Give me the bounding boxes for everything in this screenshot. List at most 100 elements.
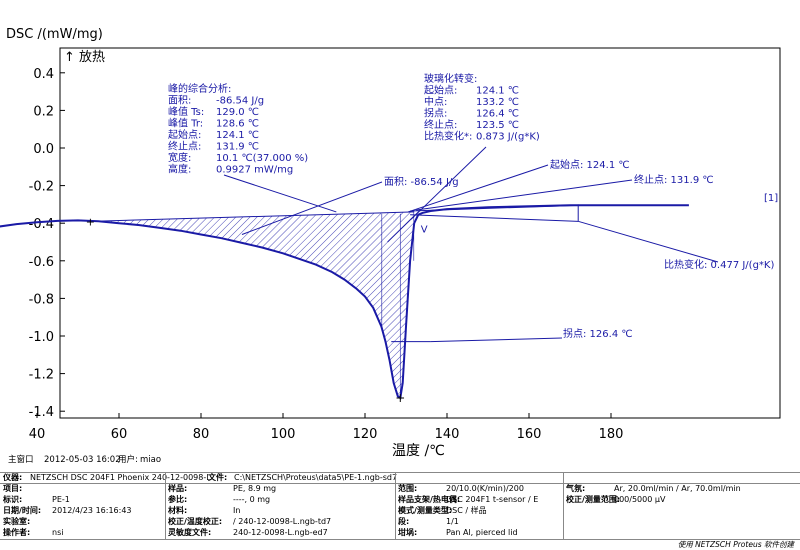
peak-block-key: 起始点: [168, 128, 201, 141]
x-tick-label: 140 [435, 427, 460, 442]
glass-block-key: 终止点: [424, 118, 457, 131]
glass-block-key: 拐点: [424, 107, 447, 120]
dsc-chart: DSC /(mW/mg) ↑ 放热 0.4 0.2 0.0 -0.2 -0.4 -0.6 -… [0, 27, 781, 465]
y-tick-label: -0.4 [29, 217, 54, 232]
area-leader [241, 181, 383, 235]
peak-block-key: 终止点: [168, 140, 201, 153]
x-tick-label: 100 [271, 427, 296, 442]
info-value: ----, 0 mg [233, 495, 271, 504]
info-value: Ar, 20.0ml/min / Ar, 70.0ml/min [614, 484, 741, 493]
peak-block-value: 124.1 ℃ [216, 130, 259, 141]
curve-tag: [1] [764, 193, 778, 204]
info-key: 样品支架/热电偶: [398, 495, 461, 504]
cp-leader [578, 220, 719, 263]
info-key: 操作者: [3, 528, 31, 537]
info-key: 段: [398, 517, 410, 526]
info-value: 2012/4/23 16:16:43 [52, 506, 132, 515]
y-axis-label: DSC /(mW/mg) [6, 27, 103, 42]
end-leader [416, 179, 633, 211]
x-tick-label: 180 [599, 427, 624, 442]
software-credit: 使用 NETZSCH Proteus 软件创建 [677, 540, 794, 549]
glass-block-value: 126.4 ℃ [476, 109, 519, 120]
peak-block-key: 宽度: [168, 151, 191, 164]
peak-marker: + [395, 391, 405, 405]
peak-block-value: 10.1 ℃(37.000 %) [216, 153, 308, 164]
peak-area [90, 211, 415, 398]
info-row: 标识: PE-1 参比: ----, 0 mg 样品支架/热电偶: DSC 204F1 t… [0, 495, 800, 505]
info-row: 项目: 样品: PE, 8.9 mg 范围: 20/10.0(K/min)/200 气氛:… [0, 484, 800, 494]
glass-block-value: 123.5 ℃ [476, 120, 519, 131]
info-value: DSC 204F1 t-sensor / E [446, 495, 539, 504]
y-tick-label: -0.2 [29, 180, 54, 195]
peak-block-key: 高度: [168, 163, 191, 176]
inflection-label: 拐点: 126.4 ℃ [563, 327, 633, 340]
baseline-line [90, 211, 415, 222]
info-divider [165, 472, 166, 540]
y-tick-label: 0.0 [33, 142, 54, 157]
info-value: 20/10.0(K/min)/200 [446, 484, 524, 493]
info-value: PE-1 [52, 495, 70, 504]
annotations: 峰的综合分析:面积: -86.54 J/g 峰值 Ts: 129.0 ℃ 峰值 Tr: 1… [168, 72, 774, 343]
glass-block-key: 玻璃化转变: [424, 72, 477, 85]
footer-date: 2012-05-03 16:02 [44, 455, 121, 465]
y-tick-label: -1.4 [29, 405, 54, 420]
baseline-start-marker: + [86, 215, 95, 228]
exo-label: ↑ 放热 [64, 50, 105, 65]
x-ticks: 40 60 80 100 120 140 160 180 [29, 413, 624, 442]
info-value: 1/1 [446, 517, 459, 526]
glass-block-value: 124.1 ℃ [476, 86, 519, 97]
x-tick-label: 60 [111, 427, 128, 442]
peak-block-leader [223, 174, 337, 213]
glass-lower-line [410, 214, 579, 222]
x-axis-label: 温度 /℃ [392, 443, 445, 459]
info-value: PE, 8.9 mg [233, 484, 277, 493]
peak-block-value: -86.54 J/g [216, 96, 264, 107]
info-rule [0, 483, 800, 484]
glass-block-value: 0.873 J/(g*K) [476, 132, 540, 143]
info-key: 模式/测量类型: [398, 506, 453, 515]
instrument-key: 仪器: [3, 473, 23, 482]
info-key: 项目: [3, 484, 23, 493]
info-value: DSC / 样品 [446, 506, 487, 515]
cp-label: 比热变化: 0.477 J/(g*K) [664, 258, 774, 271]
info-value: / 240-12-0098-L.ngb-td7 [233, 517, 332, 526]
info-divider [563, 472, 564, 540]
y-tick-label: -0.8 [29, 292, 54, 307]
info-instrument-row: 仪器: NETZSCH DSC 204F1 Phoenix 240-12-009… [0, 473, 800, 483]
info-value: 240-12-0098-L.ngb-ed7 [233, 528, 328, 537]
onset-label: 起始点: 124.1 ℃ [550, 158, 630, 171]
dsc-curve [0, 204, 689, 400]
peak-block-value: 131.9 ℃ [216, 142, 259, 153]
file-key: 文件: [208, 473, 228, 482]
info-row: 操作者: nsi 灵敏度文件: 240-12-0098-L.ngb-ed7 坩埚: Pan… [0, 528, 800, 538]
info-value: Pan Al, pierced lid [446, 528, 518, 537]
footer-user-label: 用户: [118, 454, 138, 465]
info-key: 气氛: [566, 484, 586, 493]
info-key: 材料: [168, 506, 188, 515]
peak-block-value: 129.0 ℃ [216, 107, 259, 118]
peak-block-key: 峰值 Tr: [168, 117, 203, 130]
x-tick-label: 80 [193, 427, 210, 442]
peak-block-key: 峰值 Ts: [168, 105, 204, 118]
glass-block-key: 中点: [424, 95, 447, 108]
curve-layer: ++ [0, 204, 689, 405]
x-tick-label: 120 [353, 427, 378, 442]
peak-hatch [90, 211, 415, 398]
info-value: nsi [52, 528, 64, 537]
glass-block-key: 起始点: [424, 84, 457, 97]
x-tick-label: 40 [29, 427, 46, 442]
y-tick-label: 0.4 [33, 67, 54, 82]
x-tick-label: 160 [517, 427, 542, 442]
instrument-value: NETZSCH DSC 204F1 Phoenix 240-12-0098-L [30, 473, 211, 482]
info-key: 参比: [168, 495, 188, 504]
footer-user: miao [140, 455, 161, 465]
glass-block-value: 133.2 ℃ [476, 97, 519, 108]
info-bottom-rule [0, 539, 800, 540]
info-top-rule [0, 472, 800, 473]
glass-block-key: 比热变化*: [424, 130, 472, 143]
info-value: 000/5000 µV [614, 495, 666, 504]
info-key: 标识: [3, 495, 23, 504]
info-key: 日期/时间: [3, 506, 42, 515]
area-label: 面积: -86.54 J/g [384, 176, 459, 188]
peak-block-key: 峰的综合分析: [168, 82, 231, 95]
